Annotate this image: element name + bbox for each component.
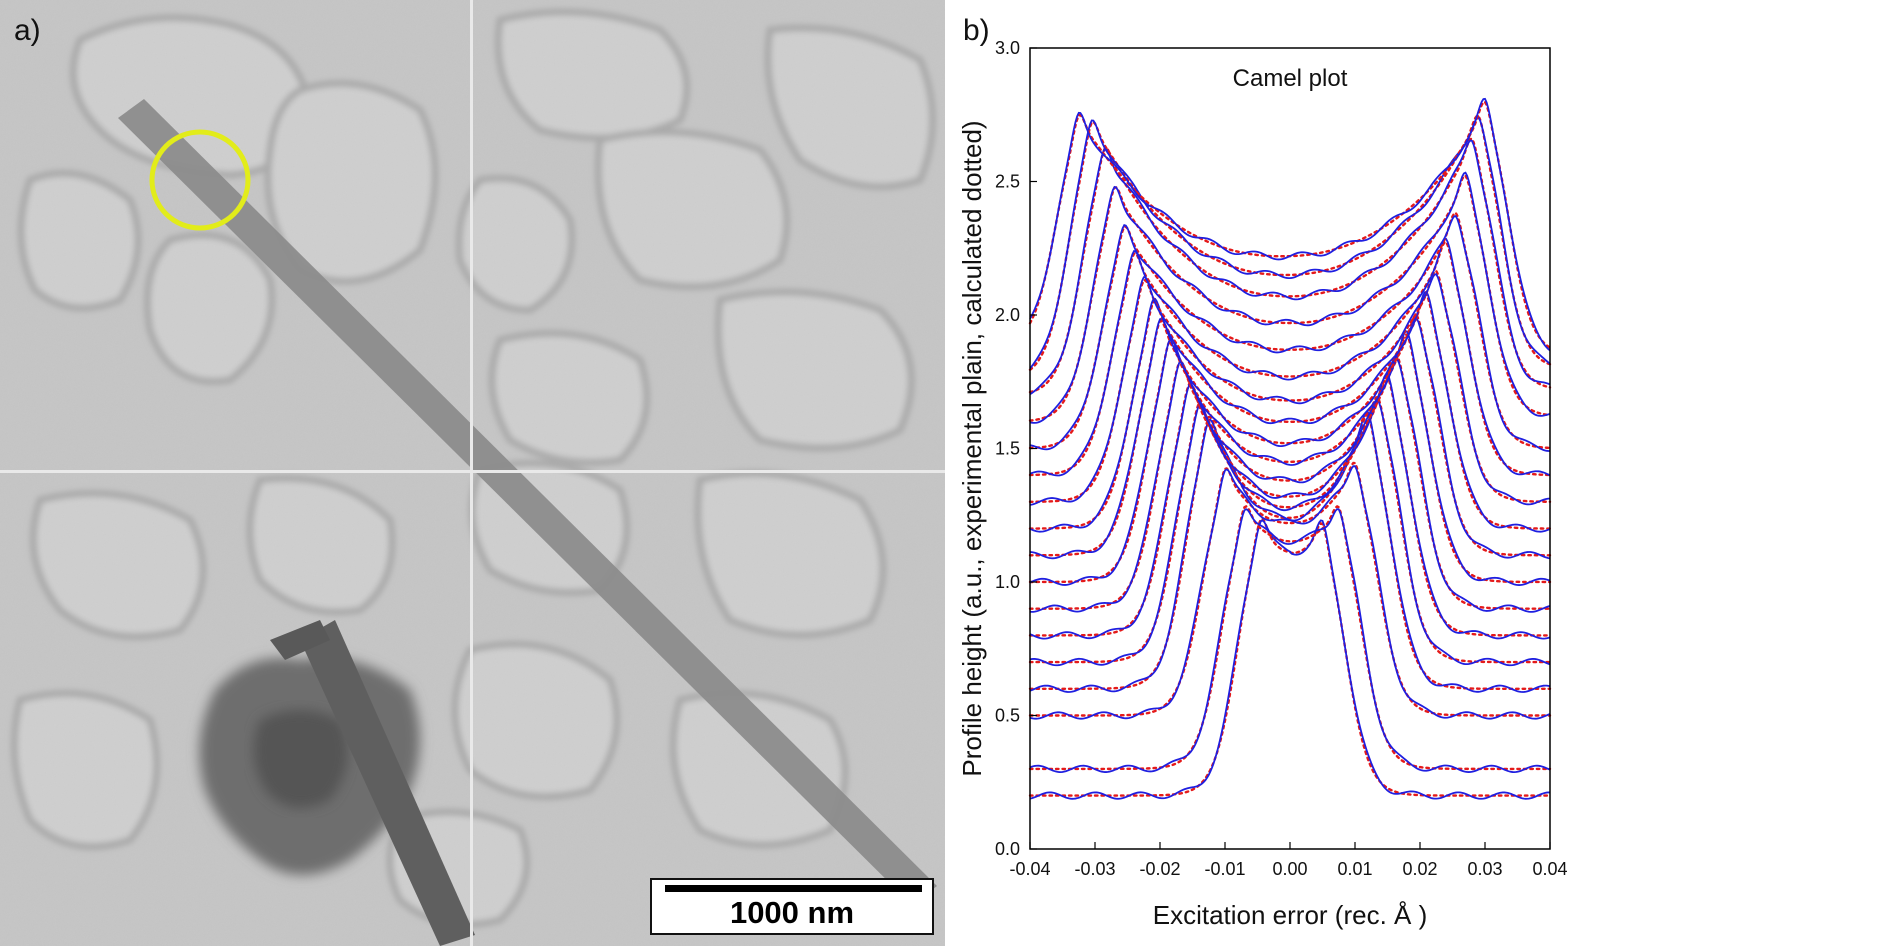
experimental-profile-0 xyxy=(1029,519,1551,800)
x-tick-label: -0.04 xyxy=(1009,859,1050,879)
x-axis-label: Excitation error (rec. Å ) xyxy=(1153,900,1428,930)
experimental-profile-11 xyxy=(1029,237,1551,477)
scale-bar: 1000 nm xyxy=(650,878,934,935)
calculated-profile-5 xyxy=(1028,375,1552,637)
experimental-profile-16 xyxy=(1029,97,1551,352)
chart-title: Camel plot xyxy=(1233,65,1348,92)
camel-plot-chart: -0.04 -0.03 -0.02 -0.01 0.00 0.01 0.02 0.03 0.04… xyxy=(957,38,1568,930)
experimental-profile-10 xyxy=(1029,273,1551,506)
experimental-profile-2 xyxy=(1029,465,1551,720)
panel-b-label: b) xyxy=(963,14,990,47)
x-tick-label: -0.03 xyxy=(1074,859,1115,879)
y-tick-label: 2.5 xyxy=(995,172,1020,192)
scale-bar-line xyxy=(665,885,922,892)
experimental-profile-7 xyxy=(1029,330,1551,586)
x-tick-label: 0.04 xyxy=(1532,859,1567,879)
scale-bar-label: 1000 nm xyxy=(729,895,855,930)
experimental-profile-14 xyxy=(1029,139,1551,396)
y-tick-label: 2.0 xyxy=(995,305,1020,325)
calculated-profile-14 xyxy=(1028,137,1552,394)
selected-area-circle xyxy=(149,129,251,231)
x-tick-label: 0.01 xyxy=(1337,859,1372,879)
experimental-profile-5 xyxy=(1029,372,1551,640)
tem-micrograph-image xyxy=(0,0,945,946)
experimental-profile-3 xyxy=(1029,411,1551,693)
experimental-profile-15 xyxy=(1029,116,1551,370)
experimental-profile-6 xyxy=(1029,358,1551,613)
calculated-profile-9 xyxy=(1028,293,1552,530)
calculated-profile-3 xyxy=(1028,413,1552,690)
x-tick-label: -0.02 xyxy=(1139,859,1180,879)
experimental-profile-13 xyxy=(1029,171,1551,424)
tem-micrograph-panel: a) 1000 nm xyxy=(0,0,945,946)
experimental-profile-12 xyxy=(1029,214,1550,452)
y-tick-label: 0.0 xyxy=(995,839,1020,859)
y-axis-label: Profile height (a.u., experimental plain… xyxy=(957,120,987,776)
calculated-profile-1 xyxy=(1028,504,1552,771)
experimental-profile-9 xyxy=(1029,290,1551,533)
y-tick-label: 1.5 xyxy=(995,439,1020,459)
x-tick-label: 0.00 xyxy=(1272,859,1307,879)
x-tick-label: 0.03 xyxy=(1467,859,1502,879)
calculated-profile-2 xyxy=(1028,461,1552,717)
experimental-profile-8 xyxy=(1029,317,1551,560)
y-tick-label: 0.5 xyxy=(995,706,1020,726)
y-tick-label: 3.0 xyxy=(995,38,1020,58)
x-tick-label: 0.02 xyxy=(1402,859,1437,879)
x-tick-label: -0.01 xyxy=(1204,859,1245,879)
experimental-profile-4 xyxy=(1029,398,1551,667)
y-tick-label: 1.0 xyxy=(995,572,1020,592)
panel-a-label: a) xyxy=(14,14,41,47)
experimental-profile-1 xyxy=(1029,508,1551,774)
camel-plot-panel: b) -0.04 -0.03 -0.02 -0.01 0.00 0.01 0.02 0.03 0… xyxy=(945,0,1890,946)
calculated-profile-4 xyxy=(1028,395,1552,664)
calculated-profile-6 xyxy=(1028,354,1552,610)
calculated-profile-12 xyxy=(1028,211,1552,450)
calculated-profile-0 xyxy=(1028,517,1552,797)
calculated-profile-10 xyxy=(1028,269,1552,504)
